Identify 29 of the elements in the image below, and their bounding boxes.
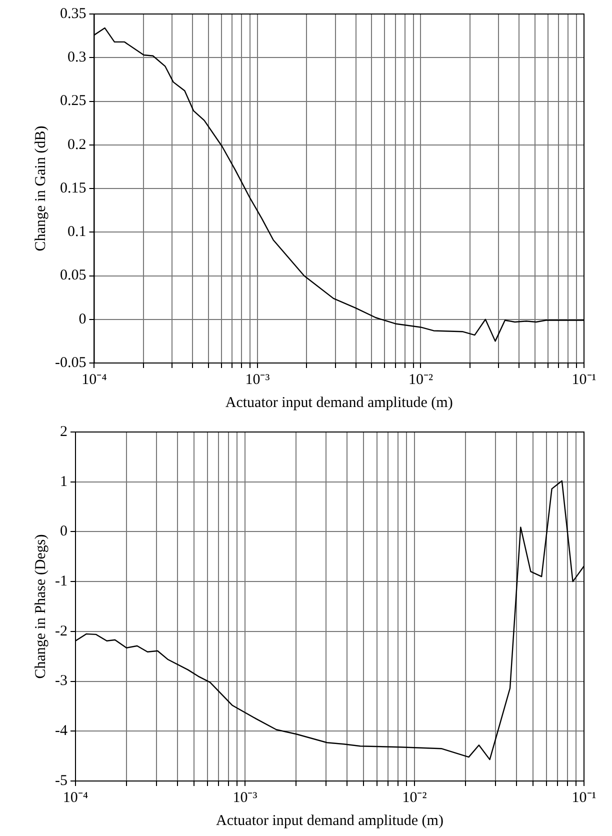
x-tick-label: 10⁻⁴ bbox=[82, 372, 107, 388]
x-tick-label: 10⁻⁴ bbox=[62, 790, 88, 806]
y-tick-label: -0.05 bbox=[54, 354, 86, 371]
y-tick-label: 0.3 bbox=[67, 50, 86, 66]
x-axis-title: Actuator input demand amplitude (m) bbox=[216, 812, 444, 829]
y-tick-label: -4 bbox=[54, 723, 68, 740]
y-tick-label: 2 bbox=[60, 424, 68, 440]
x-tick-label: 10⁻³ bbox=[245, 372, 270, 388]
x-tick-label: 10⁻³ bbox=[232, 790, 258, 806]
x-tick-label: 10⁻¹ bbox=[572, 790, 596, 806]
y-tick-label: -3 bbox=[54, 673, 68, 690]
x-tick-label: 10⁻² bbox=[408, 372, 434, 388]
y-tick-label: 0 bbox=[78, 311, 86, 328]
y-tick-label: 0.1 bbox=[67, 224, 86, 240]
x-tick-label: 10⁻¹ bbox=[572, 372, 596, 388]
y-tick-label: 0.25 bbox=[60, 93, 86, 110]
y-tick-label: 0 bbox=[60, 524, 68, 540]
y-tick-label: -5 bbox=[54, 772, 68, 789]
y-tick-label: 0.2 bbox=[67, 136, 86, 153]
y-tick-label: 0.05 bbox=[60, 268, 86, 284]
y-axis-title: Change in Phase (Degs) bbox=[32, 534, 49, 679]
y-tick-label: 0.35 bbox=[60, 6, 86, 22]
y-tick-label: -1 bbox=[54, 574, 68, 590]
x-axis-title: Actuator input demand amplitude (m) bbox=[225, 394, 453, 411]
y-tick-label: 1 bbox=[60, 474, 68, 490]
y-axis-title: Change in Gain (dB) bbox=[32, 126, 49, 252]
y-tick-label: 0.15 bbox=[60, 180, 86, 196]
y-tick-label: -2 bbox=[54, 623, 68, 640]
x-tick-label: 10⁻² bbox=[402, 790, 428, 806]
